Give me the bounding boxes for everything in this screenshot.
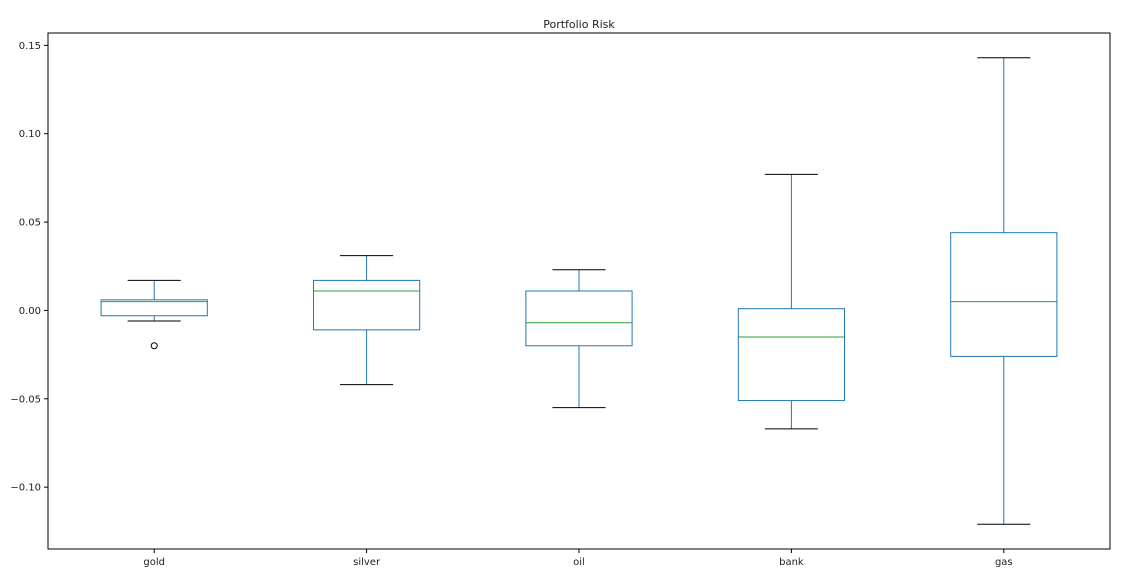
- chart-title: Portfolio Risk: [543, 18, 615, 31]
- x-tick-label: bank: [779, 557, 804, 568]
- y-tick-label: −0.05: [10, 394, 41, 405]
- box-gas: [950, 232, 1058, 357]
- box-bank: [737, 308, 845, 402]
- box-oil: [525, 290, 633, 347]
- box-gold: [100, 299, 208, 317]
- y-tick-label: 0.00: [19, 306, 41, 317]
- y-tick-label: 0.10: [19, 129, 41, 140]
- outlier-point: [150, 342, 158, 350]
- box-silver: [313, 279, 421, 331]
- y-tick-label: 0.15: [19, 41, 41, 52]
- y-tick-label: −0.10: [10, 483, 41, 494]
- plot-frame: [47, 32, 1111, 550]
- plot-area: −0.10 −0.05 0.00 0.05 0.10 0.15 gold silver oil b…: [10, 41, 1058, 568]
- x-tick-label: oil: [573, 557, 585, 568]
- x-tick-label: gold: [143, 557, 165, 568]
- x-tick-label: silver: [353, 557, 381, 568]
- y-tick-label: 0.05: [19, 218, 41, 229]
- x-tick-label: gas: [995, 557, 1013, 568]
